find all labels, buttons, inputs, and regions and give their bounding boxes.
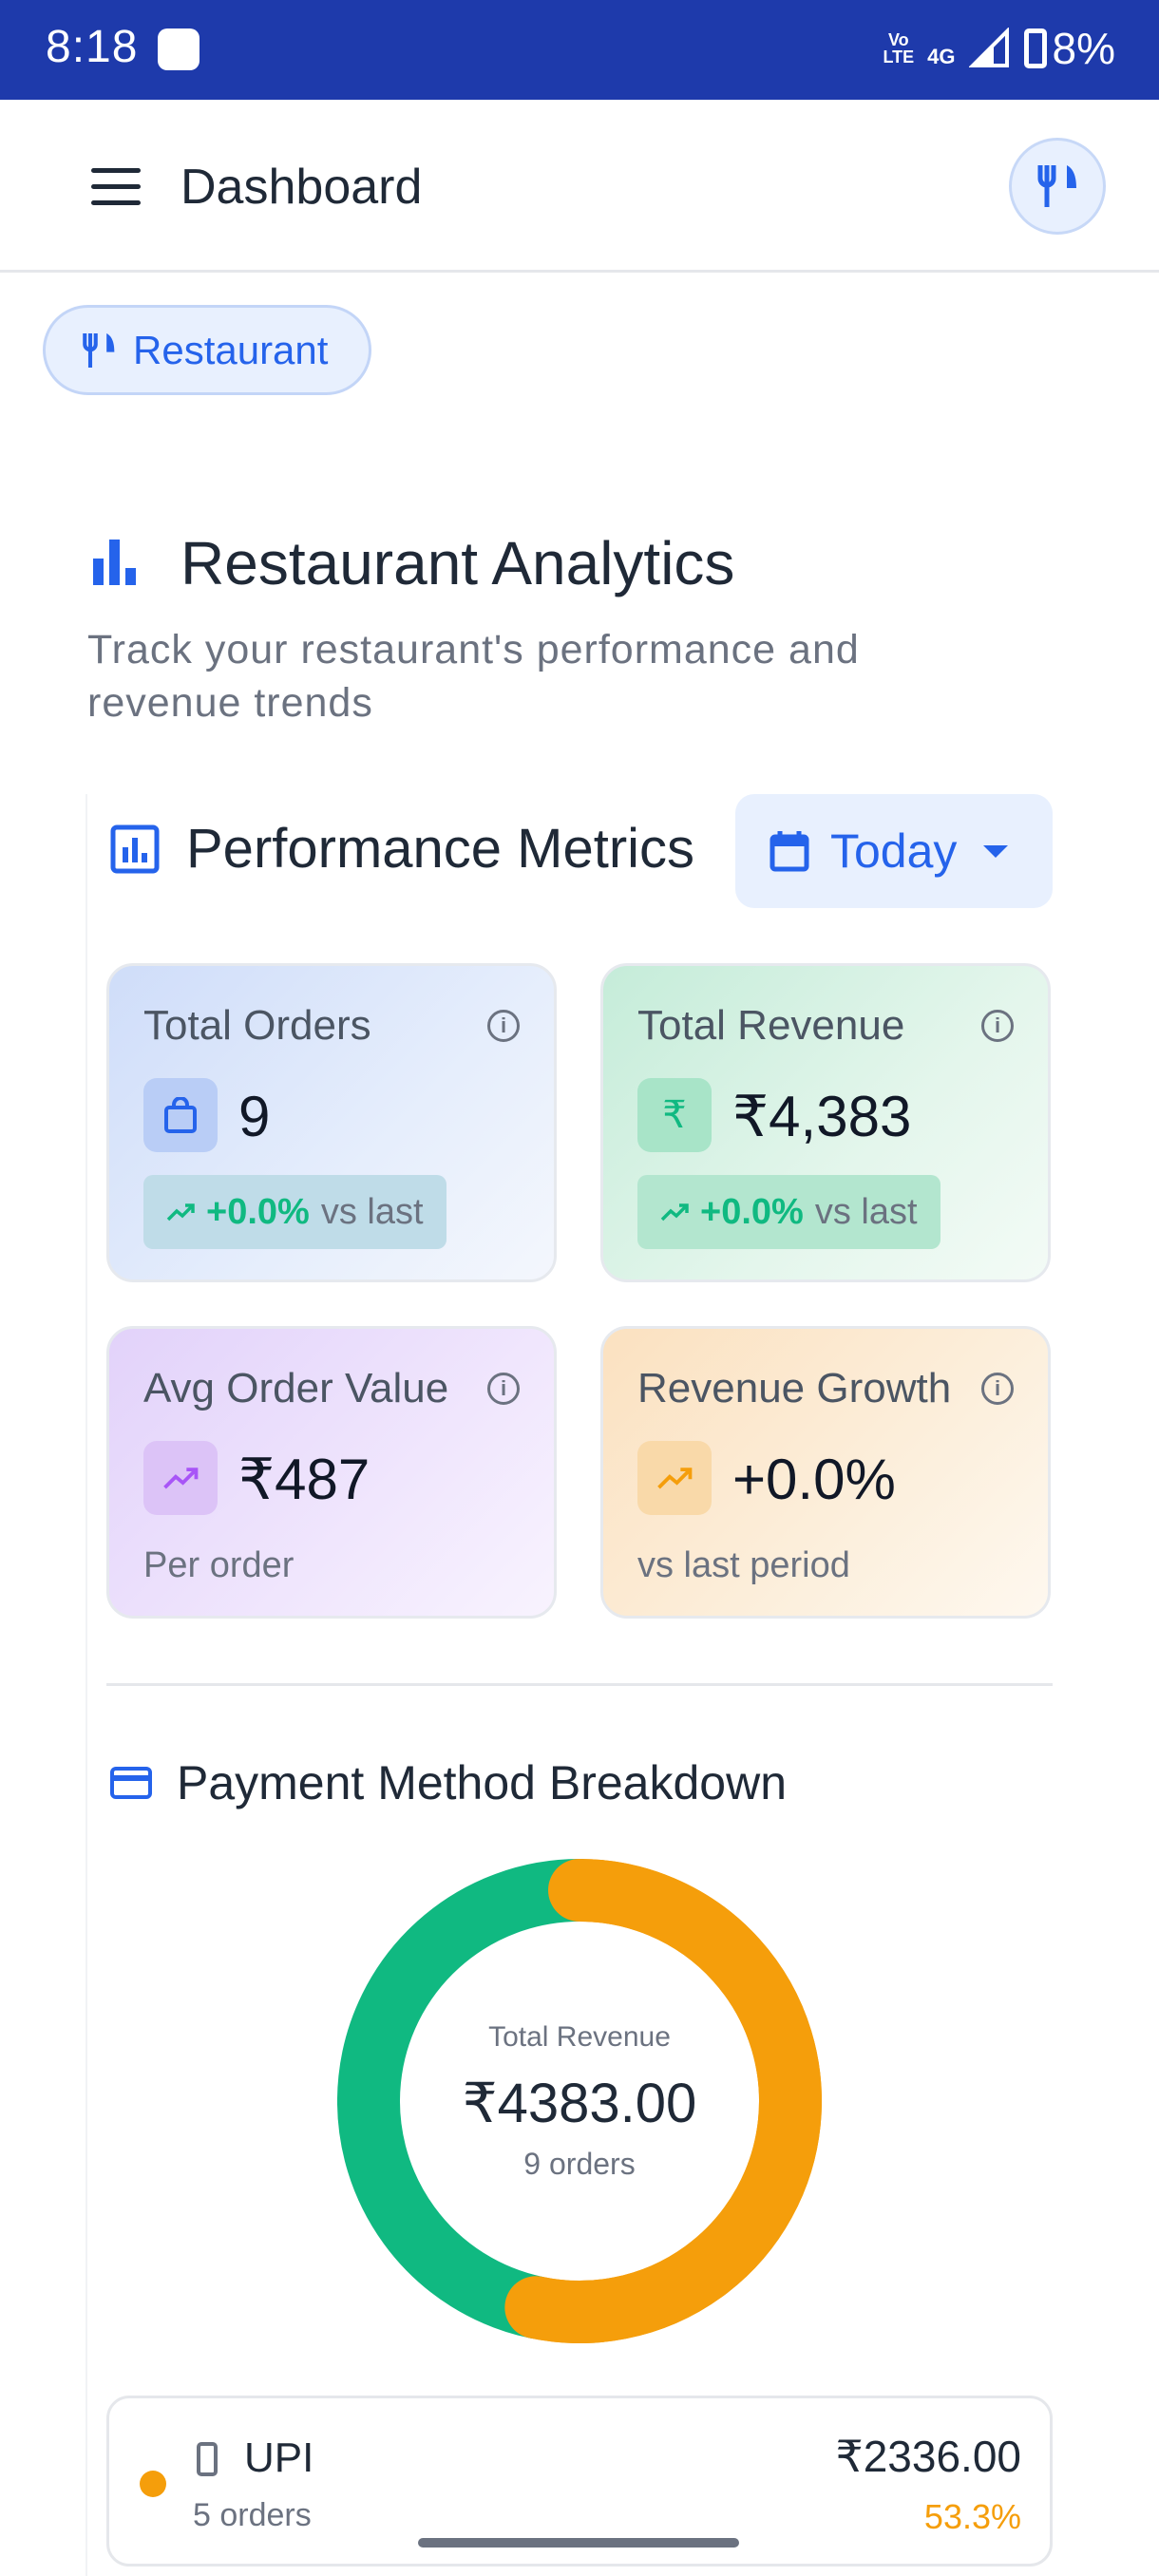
payment-method-amount: ₹2336.00 (835, 2432, 1021, 2481)
donut-slice-0-cap (504, 1859, 822, 2343)
payment-donut-chart (337, 1859, 822, 2343)
revenue-growth-card[interactable]: Revenue Growth i +0.0% vs last period (600, 1326, 1051, 1619)
card-value: +0.0% (732, 1448, 896, 1511)
chevron-down-icon (983, 844, 1009, 858)
card-title: Revenue Growth (637, 1365, 952, 1411)
total-orders-card[interactable]: Total Orders i 9 +0.0% vs last (106, 963, 557, 1282)
calendar-icon (770, 831, 809, 872)
app-bar: Dashboard (0, 100, 1159, 273)
shopping-bag-icon (143, 1078, 218, 1152)
card-title: Total Orders (143, 1002, 371, 1049)
utensils-icon (83, 332, 115, 368)
status-time: 8:18 (46, 22, 139, 72)
restaurant-chip[interactable]: Restaurant (43, 305, 371, 395)
payment-breakdown-title: Payment Method Breakdown (177, 1756, 788, 1809)
period-dropdown[interactable]: Today (735, 794, 1053, 908)
bar-chart-icon (93, 540, 136, 585)
trend-suffix: vs last (814, 1191, 918, 1232)
info-icon[interactable]: i (487, 1010, 520, 1042)
battery-level: 8% (1052, 24, 1115, 73)
chip-label: Restaurant (133, 327, 329, 372)
home-indicator[interactable] (418, 2538, 739, 2548)
avg-order-value-card[interactable]: Avg Order Value i ₹487 Per order (106, 1326, 557, 1619)
info-icon[interactable]: i (981, 1373, 1014, 1405)
card-value: 9 (238, 1085, 271, 1148)
payment-method-percent: 53.3% (923, 2497, 1021, 2536)
card-title: Avg Order Value (143, 1365, 449, 1411)
trending-up-icon (143, 1441, 218, 1515)
volte-icon: Vo LTE (883, 30, 915, 66)
donut-slice-1 (337, 1859, 611, 2339)
analytics-icon (110, 824, 160, 874)
restaurant-avatar-button[interactable] (1009, 138, 1106, 235)
signal-icon (968, 28, 1009, 67)
total-revenue-card[interactable]: Total Revenue i ₹ ₹4,383 +0.0% vs last (600, 963, 1051, 1282)
payment-method-name: UPI (244, 2434, 314, 2481)
network-type: 4G (927, 45, 956, 68)
period-label: Today (830, 824, 958, 878)
status-bar: 8:18 Vo LTE 4G 8% (0, 0, 1159, 100)
panel-border (86, 794, 87, 2576)
trending-up-icon (660, 1203, 689, 1222)
utensils-icon (1037, 165, 1076, 207)
hamburger-menu-icon[interactable] (91, 168, 142, 206)
analytics-subtitle: Track your restaurant's performance and … (87, 627, 860, 726)
analytics-title: Restaurant Analytics (180, 529, 735, 597)
trend-suffix: vs last (320, 1191, 424, 1232)
card-value: ₹487 (238, 1448, 370, 1511)
battery-icon (1023, 28, 1047, 68)
info-icon[interactable]: i (487, 1373, 520, 1405)
credit-card-icon (110, 1767, 152, 1799)
trending-up-icon (166, 1203, 195, 1222)
trend-value: +0.0% (700, 1191, 804, 1232)
trend-value: +0.0% (206, 1191, 310, 1232)
notification-icon (158, 28, 200, 70)
card-note: Per order (143, 1545, 294, 1585)
payment-method-orders: 5 orders (193, 2497, 312, 2533)
card-note: vs last period (637, 1545, 850, 1585)
card-value: ₹4,383 (732, 1085, 912, 1148)
status-indicators: Vo LTE 4G 8% (883, 23, 1115, 74)
trend-badge: +0.0% vs last (143, 1175, 446, 1249)
donut-center-orders: 9 orders (523, 2147, 636, 2181)
page-title: Dashboard (180, 160, 423, 215)
card-title: Total Revenue (637, 1002, 905, 1049)
performance-metrics-title: Performance Metrics (186, 818, 695, 880)
section-divider (106, 1683, 1053, 1686)
smartphone-icon (197, 2442, 218, 2476)
donut-center-label: Total Revenue (488, 2021, 671, 2053)
legend-dot (140, 2471, 166, 2497)
battery-indicator: 8% (1023, 23, 1115, 74)
donut-center-value: ₹4383.00 (462, 2073, 697, 2134)
rupee-icon: ₹ (637, 1078, 712, 1152)
info-icon[interactable]: i (981, 1010, 1014, 1042)
trend-badge: +0.0% vs last (637, 1175, 940, 1249)
trending-up-icon (637, 1441, 712, 1515)
